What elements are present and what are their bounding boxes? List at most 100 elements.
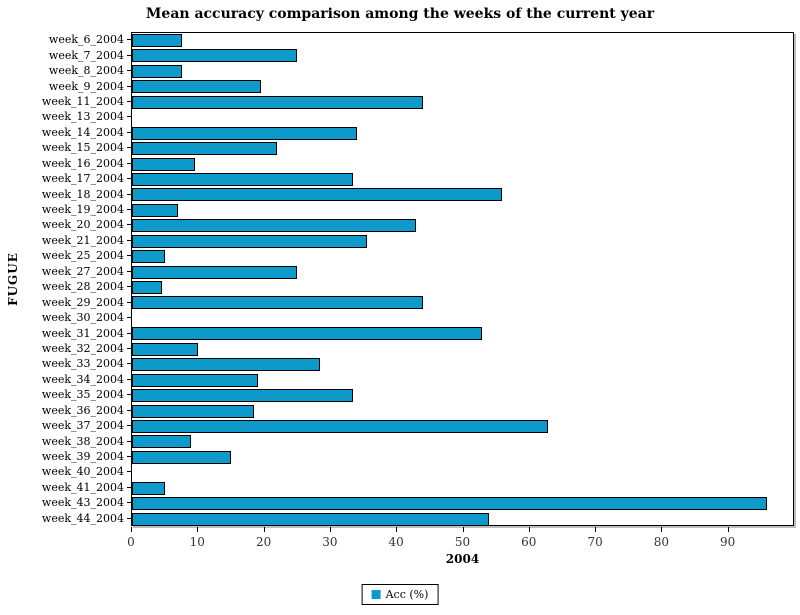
bar-week_9_2004: [132, 80, 261, 94]
x-tick-label: 70: [587, 535, 603, 549]
y-tick-mark: [127, 502, 131, 504]
y-tick-mark: [127, 224, 131, 226]
y-tick-mark: [127, 517, 131, 519]
bar-week_38_2004: [132, 435, 192, 449]
y-tick-mark: [127, 239, 131, 241]
bar-week_21_2004: [132, 234, 367, 248]
bar-week_39_2004: [132, 450, 232, 464]
legend-swatch-icon: [371, 590, 381, 599]
bar-week_41_2004: [132, 481, 166, 495]
category-row: week_44_2004: [0, 511, 131, 526]
category-row: week_20_2004: [0, 217, 131, 232]
category-row: week_39_2004: [0, 449, 131, 464]
category-row: week_34_2004: [0, 372, 131, 387]
y-tick-mark: [127, 255, 131, 257]
category-label: week_37_2004: [41, 419, 124, 433]
x-tick-label: 60: [521, 535, 537, 549]
category-label: week_25_2004: [41, 249, 124, 263]
y-tick-mark: [127, 378, 131, 380]
y-tick-mark: [127, 270, 131, 272]
y-tick-mark: [127, 486, 131, 488]
bar-week_15_2004: [132, 142, 278, 156]
x-axis: 0 10 20 30 40 50 60 70 80 90: [127, 526, 794, 560]
y-tick-mark: [127, 85, 131, 87]
bar-week_20_2004: [132, 219, 417, 233]
category-label: week_32_2004: [41, 341, 124, 355]
category-label: week_34_2004: [41, 372, 124, 386]
category-label: week_8_2004: [48, 64, 124, 78]
category-label: week_36_2004: [41, 403, 124, 417]
bar-week_44_2004: [132, 512, 489, 526]
category-row: week_25_2004: [0, 248, 131, 263]
y-tick-mark: [127, 332, 131, 334]
bar-week_18_2004: [132, 188, 503, 202]
x-tick-mark: [131, 527, 132, 532]
category-label: week_30_2004: [41, 311, 124, 325]
category-row: week_27_2004: [0, 264, 131, 279]
chart-title: Mean accuracy comparison among the weeks…: [145, 6, 655, 22]
bar-week_11_2004: [132, 95, 423, 109]
x-tick-mark: [263, 527, 265, 532]
x-tick-label: 10: [189, 535, 205, 549]
y-tick-mark: [127, 286, 131, 288]
y-tick-mark: [127, 131, 131, 133]
x-tick-mark: [528, 527, 530, 532]
x-tick-label: 20: [255, 535, 272, 549]
x-tick-label: 50: [454, 535, 471, 549]
category-label: week_6_2004: [48, 33, 124, 47]
category-label: week_15_2004: [41, 141, 124, 155]
x-tick-label: 0: [127, 535, 135, 549]
category-row: week_37_2004: [0, 418, 131, 433]
category-row: week_17_2004: [0, 171, 131, 186]
y-tick-mark: [127, 409, 131, 411]
category-row: week_36_2004: [0, 403, 131, 418]
bar-week_34_2004: [132, 373, 258, 387]
plot-area: [131, 32, 794, 526]
category-row: week_11_2004: [0, 94, 131, 109]
category-row: week_35_2004: [0, 387, 131, 402]
category-row: week_40_2004: [0, 464, 131, 479]
category-row: week_14_2004: [0, 125, 131, 140]
category-label: week_17_2004: [41, 172, 124, 186]
y-tick-mark: [127, 70, 131, 72]
x-tick-label: 80: [653, 535, 670, 549]
y-tick-mark: [127, 39, 131, 41]
x-tick-mark: [595, 527, 597, 532]
category-row: week_38_2004: [0, 433, 131, 448]
category-row: week_18_2004: [0, 186, 131, 201]
bar-week_8_2004: [132, 64, 182, 78]
category-label: week_13_2004: [41, 110, 124, 124]
category-label: week_38_2004: [41, 434, 124, 448]
bar-week_7_2004: [132, 49, 298, 63]
category-label: week_40_2004: [41, 465, 124, 479]
category-label: week_19_2004: [41, 203, 124, 217]
bar-week_27_2004: [132, 265, 298, 279]
category-row: week_33_2004: [0, 356, 131, 371]
y-tick-mark: [127, 363, 131, 365]
y-tick-mark: [127, 456, 131, 458]
category-label: week_43_2004: [41, 496, 124, 510]
y-axis-labels: week_6_2004 week_7_2004 week_8_2004 week_9_…: [0, 32, 131, 526]
category-label: week_20_2004: [41, 218, 124, 232]
y-tick-mark: [127, 471, 131, 473]
y-tick-mark: [127, 193, 131, 195]
category-row: week_15_2004: [0, 140, 131, 155]
x-axis-title: 2004: [445, 552, 480, 566]
legend: Acc (%): [361, 584, 439, 605]
x-tick-mark: [462, 527, 464, 532]
category-row: week_13_2004: [0, 109, 131, 124]
bar-week_36_2004: [132, 404, 255, 418]
bar-week_17_2004: [132, 172, 354, 186]
y-tick-mark: [127, 100, 131, 102]
y-tick-mark: [127, 116, 131, 118]
category-row: week_28_2004: [0, 279, 131, 294]
category-row: week_21_2004: [0, 233, 131, 248]
y-tick-mark: [127, 347, 131, 349]
category-row: week_29_2004: [0, 294, 131, 309]
bar-week_32_2004: [132, 342, 199, 356]
category-label: week_41_2004: [41, 480, 124, 494]
y-tick-mark: [127, 301, 131, 303]
legend-label: Acc (%): [385, 588, 429, 601]
category-row: week_32_2004: [0, 341, 131, 356]
